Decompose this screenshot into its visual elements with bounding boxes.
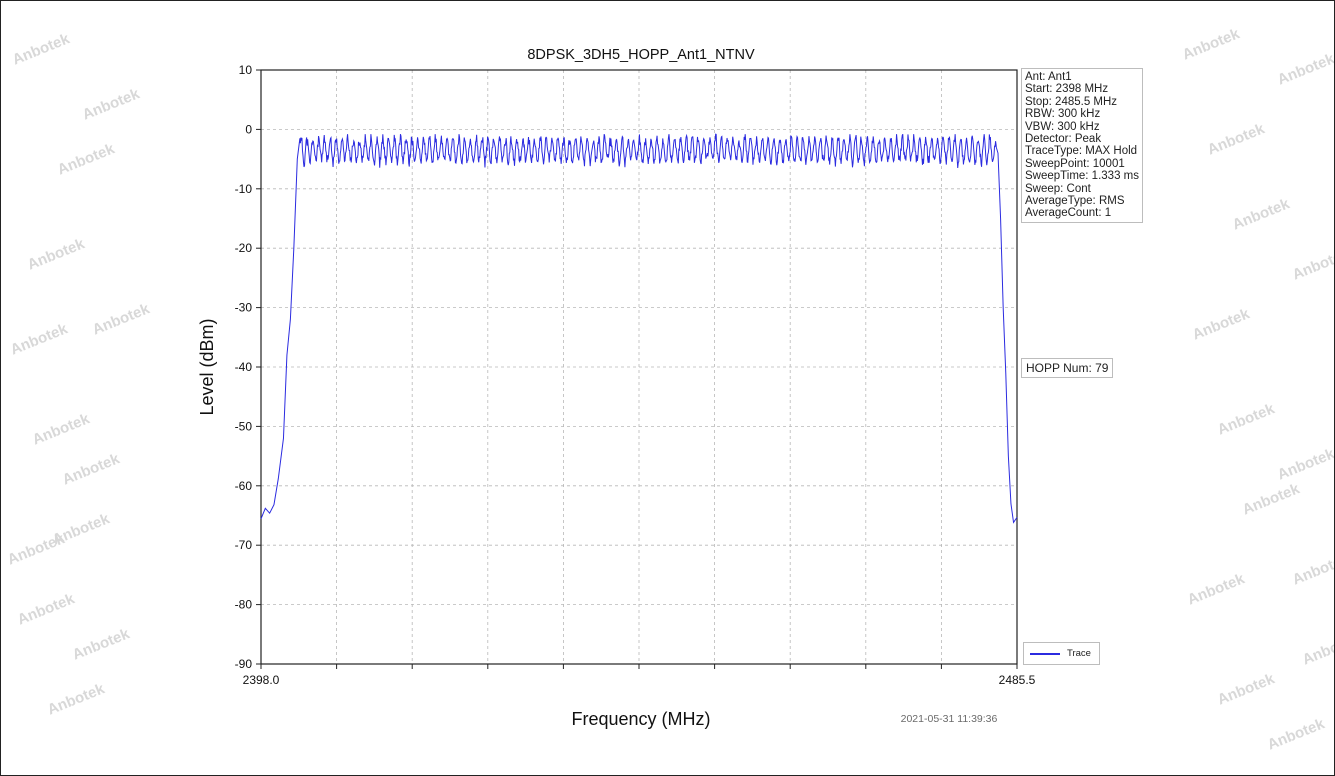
info-averagecount: AverageCount: 1	[1025, 207, 1112, 220]
chart-title: 8DPSK_3DH5_HOPP_Ant1_NTNV	[527, 47, 755, 63]
info-detector: Detector: Peak	[1025, 133, 1102, 146]
y-tick-label: 10	[239, 63, 253, 77]
y-tick-label: -40	[235, 360, 253, 374]
info-averagetype: AverageType: RMS	[1025, 195, 1125, 208]
y-tick-label: -10	[235, 182, 253, 196]
info-sweep: Sweep: Cont	[1025, 182, 1091, 195]
y-tick-label: -90	[235, 657, 253, 671]
y-tick-label: -60	[235, 479, 253, 493]
plot-frame	[260, 69, 1018, 665]
trace-line	[260, 133, 1018, 524]
y-tick-label: -70	[235, 538, 253, 552]
y-tick-label: -20	[235, 241, 253, 255]
grid-lines	[261, 70, 1017, 664]
hopp-num-box: HOPP Num: 79	[1021, 358, 1114, 379]
info-ant: Ant: Ant1	[1025, 71, 1072, 83]
info-stop: Stop: 2485.5 MHz	[1025, 95, 1118, 108]
info-tracetype: TraceType: MAX Hold	[1025, 145, 1138, 158]
legend-label: Trace	[1067, 648, 1091, 659]
legend-swatch	[1030, 652, 1060, 655]
y-tick-label: -50	[235, 419, 253, 433]
info-rbw: RBW: 300 kHz	[1025, 108, 1101, 121]
info-vbw: VBW: 300 kHz	[1025, 120, 1100, 133]
hopp-num-label: HOPP Num: 79	[1026, 361, 1109, 375]
trace-layer	[260, 133, 1018, 524]
info-sweeppoint: SweepPoint: 10001	[1025, 157, 1125, 170]
timestamp: 2021-05-31 11:39:36	[901, 713, 998, 725]
x-tick-label: 2398.0	[243, 673, 280, 687]
legend: Trace	[1023, 642, 1100, 665]
info-start: Start: 2398 MHz	[1025, 83, 1109, 96]
x-axis-label: Frequency (MHz)	[571, 709, 710, 729]
y-axis-label: Level (dBm)	[197, 318, 217, 415]
info-sweeptime: SweepTime: 1.333 ms	[1025, 170, 1139, 183]
axes: 10 0 -10 -20 -30 -40 -50 -60 -70 -80 -90 2398.0 2485…	[235, 63, 1036, 687]
y-tick-label: -80	[235, 598, 253, 612]
y-tick-label: -30	[235, 301, 253, 315]
x-tick-label: 2485.5	[999, 673, 1036, 687]
y-tick-label: 0	[245, 122, 252, 136]
settings-info-box: Ant: Ant1 Start: 2398 MHz Stop: 2485.5 M…	[1021, 68, 1143, 223]
